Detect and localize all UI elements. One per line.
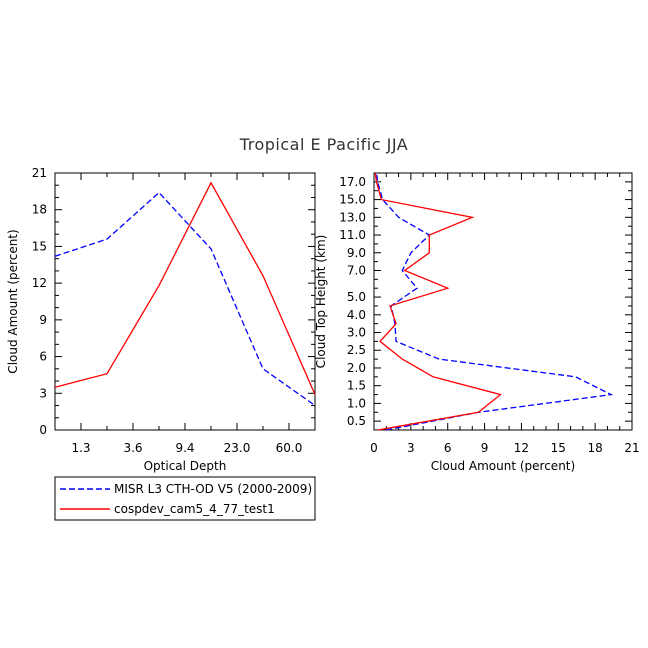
x-tick-label-3-6: 3.6 (123, 441, 142, 455)
y-tick-label-12: 12 (32, 276, 47, 290)
x-axis-label: Cloud Amount (percent) (431, 459, 575, 473)
x-tick-label-21: 21 (624, 441, 639, 455)
y-tick-label-11-0: 11.0 (339, 228, 366, 242)
y-tick-label-9-0: 9.0 (347, 246, 366, 260)
y-tick-label-1-0: 1.0 (347, 396, 366, 410)
x-tick-label-0: 0 (370, 441, 378, 455)
y-tick-label-2-5: 2.5 (347, 343, 366, 357)
legend-label-cospdev: cospdev_cam5_4_77_test1 (114, 502, 275, 516)
y-tick-label-2-0: 2.0 (347, 361, 366, 375)
x-tick-label-23-0: 23.0 (224, 441, 251, 455)
series-line-cospdev-cam5-4-77-test1 (54, 181, 316, 395)
x-tick-label-9-4: 9.4 (175, 441, 194, 455)
chart-title: Tropical E Pacific JJA (239, 135, 408, 154)
y-tick-label-3: 3 (39, 386, 47, 400)
x-tick-label-9: 9 (481, 441, 489, 455)
y-axis-label: Cloud Amount (percent) (6, 229, 20, 373)
x-tick-label-12: 12 (514, 441, 529, 455)
x-tick-label-18: 18 (588, 441, 603, 455)
y-tick-label-0: 0 (39, 423, 47, 437)
right-plot-frame (373, 172, 633, 431)
x-tick-label-15: 15 (551, 441, 566, 455)
y-tick-label-17-0: 17.0 (339, 175, 366, 189)
legend-label-misr: MISR L3 CTH-OD V5 (2000-2009) (114, 482, 312, 496)
y-tick-label-13-0: 13.0 (339, 210, 366, 224)
legend-box (54, 476, 316, 521)
x-tick-label-6: 6 (444, 441, 452, 455)
y-tick-label-1-5: 1.5 (347, 379, 366, 393)
y-tick-label-21: 21 (32, 166, 47, 180)
y-tick-label-15: 15 (32, 239, 47, 253)
series-line-misr-l3-cth-od-v5-2000-2009 (375, 172, 614, 431)
x-tick-label-3: 3 (407, 441, 415, 455)
y-tick-label-6: 6 (39, 350, 47, 364)
y-tick-label-18: 18 (32, 203, 47, 217)
y-axis-label: Cloud Top Height (km) (314, 235, 328, 369)
legend: MISR L3 CTH-OD V5 (2000-2009) cospdev_ca… (54, 476, 316, 521)
y-tick-label-0-5: 0.5 (347, 414, 366, 428)
y-tick-label-4-0: 4.0 (347, 308, 366, 322)
series-line-misr-l3-cth-od-v5-2000-2009 (54, 191, 316, 407)
y-tick-label-15-0: 15.0 (339, 193, 366, 207)
y-tick-label-9: 9 (39, 313, 47, 327)
right-plot-cloud-top-height: 0 3 6 9 12 15 18 21 0.5 1.0 1.5 2.0 2.5 3.0 4.0 5.0 7.0 9… (314, 172, 640, 473)
left-plot-frame (54, 172, 316, 431)
y-tick-label-5-0: 5.0 (347, 290, 366, 304)
series-line-cospdev-cam5-4-77-test1 (374, 172, 502, 431)
y-tick-label-7-0: 7.0 (347, 263, 366, 277)
x-tick-label-60-0: 60.0 (276, 441, 303, 455)
x-tick-label-1-3: 1.3 (71, 441, 90, 455)
y-tick-label-3-0: 3.0 (347, 326, 366, 340)
x-axis-label: Optical Depth (144, 459, 227, 473)
left-plot-optical-depth: 0 3 6 9 12 15 18 21 1.3 3.6 9.4 23.0 60.0 Optical Dep… (6, 166, 316, 473)
